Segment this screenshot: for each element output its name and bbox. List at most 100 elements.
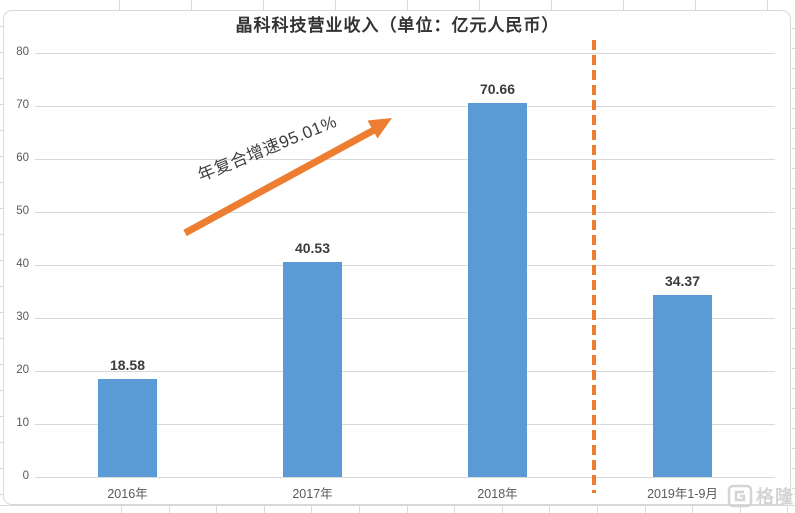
watermark-text: 格隆汇	[756, 487, 795, 507]
spreadsheet-gridline-stub	[502, 506, 503, 513]
spreadsheet-gridline-stub	[549, 506, 550, 513]
x-axis-label: 2018年	[477, 487, 518, 501]
bar-2017年	[283, 262, 342, 477]
spreadsheet-gridline-stub	[792, 128, 795, 129]
spreadsheet-gridline-stub	[454, 506, 455, 513]
y-tick-label: 10	[16, 417, 29, 429]
spreadsheet-gridline-stub	[0, 312, 3, 313]
x-axis-label: 2016年	[107, 487, 148, 501]
y-tick-label: 80	[16, 46, 29, 58]
spreadsheet-gridline-stub	[792, 208, 795, 209]
spreadsheet-gridline-stub	[792, 248, 795, 249]
spreadsheet-gridline-stub	[264, 506, 265, 513]
spreadsheet-gridline-stub	[0, 494, 3, 495]
spreadsheet-gridline-stub	[0, 390, 3, 391]
spreadsheet-gridline-stub	[792, 288, 795, 289]
bar-2016年	[98, 378, 157, 477]
spreadsheet-gridline-stub	[0, 130, 3, 131]
spreadsheet-gridline-stub	[792, 428, 795, 429]
spreadsheet-gridline-stub	[792, 88, 795, 89]
gridline-y-50	[35, 212, 775, 213]
spreadsheet-gridline-stub	[311, 506, 312, 513]
gridline-y-80	[35, 53, 775, 54]
spreadsheet-gridline-stub	[169, 506, 170, 513]
bar-value-label: 70.66	[479, 80, 516, 97]
spreadsheet-gridline-stub	[792, 328, 795, 329]
spreadsheet-gridline-stub	[0, 156, 3, 157]
gridline-y-0	[35, 477, 775, 478]
gridline-y-60	[35, 159, 775, 160]
spreadsheet-gridline-stub	[792, 388, 795, 389]
y-tick-label: 20	[16, 364, 29, 376]
spreadsheet-gridline-stub	[0, 52, 3, 53]
gelonghui-watermark: 格隆汇	[727, 483, 795, 509]
spreadsheet-gridline-stub	[792, 468, 795, 469]
y-tick-label: 60	[16, 152, 29, 164]
gridline-y-10	[35, 424, 775, 425]
spreadsheet-gridline-stub	[597, 506, 598, 513]
spreadsheet-gridline-stub	[792, 408, 795, 409]
spreadsheet-gridline-stub	[191, 0, 192, 10]
gridline-y-70	[35, 106, 775, 107]
gelonghui-g-icon	[727, 484, 753, 508]
spreadsheet-gridline-stub	[792, 228, 795, 229]
spreadsheet-gridline-stub	[767, 0, 768, 10]
spreadsheet-gridline-stub	[0, 286, 3, 287]
spreadsheet-gridline-stub	[740, 506, 741, 513]
spreadsheet-gridline-stub	[0, 442, 3, 443]
spreadsheet-gridline-stub	[623, 0, 624, 10]
spreadsheet-gridline-stub	[0, 468, 3, 469]
spreadsheet-gridline-stub	[792, 348, 795, 349]
y-tick-label: 0	[22, 470, 29, 482]
x-axis-label: 2017年	[292, 487, 333, 501]
spreadsheet-gridline-stub	[0, 104, 3, 105]
spreadsheet-gridline-stub	[263, 0, 264, 10]
spreadsheet-gridline-stub	[0, 208, 3, 209]
spreadsheet-gridline-stub	[792, 68, 795, 69]
bar-value-label: 34.37	[664, 272, 701, 289]
spreadsheet-gridline-stub	[792, 368, 795, 369]
spreadsheet-gridline-stub	[0, 182, 3, 183]
spreadsheet-gridline-stub	[407, 506, 408, 513]
spreadsheet-gridline-stub	[0, 78, 3, 79]
spreadsheet-gridline-stub	[692, 506, 693, 513]
bar-2019年1-9月	[653, 294, 712, 477]
x-axis-label: 2019年1-9月	[647, 487, 718, 501]
y-tick-label: 50	[16, 205, 29, 217]
spreadsheet-gridline-stub	[792, 308, 795, 309]
spreadsheet-gridline-stub	[407, 0, 408, 10]
spreadsheet-gridline-stub	[792, 268, 795, 269]
spreadsheet-gridline-stub	[792, 108, 795, 109]
spreadsheet-gridline-stub	[0, 338, 3, 339]
spreadsheet-gridline-stub	[792, 448, 795, 449]
gridline-y-30	[35, 318, 775, 319]
spreadsheet-gridline-stub	[0, 416, 3, 417]
spreadsheet-gridline-stub	[695, 0, 696, 10]
spreadsheet-gridline-stub	[645, 506, 646, 513]
bar-2018年	[468, 102, 527, 477]
spreadsheet-gridline-stub	[335, 0, 336, 10]
spreadsheet-gridline-stub	[121, 506, 122, 513]
spreadsheet-gridline-stub	[359, 506, 360, 513]
spreadsheet-gridline-stub	[792, 488, 795, 489]
y-tick-label: 40	[16, 258, 29, 270]
gridline-y-20	[35, 371, 775, 372]
spreadsheet-gridline-stub	[0, 234, 3, 235]
period-divider-dashed-line	[592, 40, 596, 493]
spreadsheet-gridline-stub	[551, 0, 552, 10]
spreadsheet-gridline-stub	[0, 260, 3, 261]
spreadsheet-gridline-stub	[792, 148, 795, 149]
gridline-y-40	[35, 265, 775, 266]
spreadsheet-gridline-stub	[479, 0, 480, 10]
spreadsheet-gridline-stub	[0, 26, 3, 27]
spreadsheet-gridline-stub	[792, 168, 795, 169]
spreadsheet-gridline-stub	[216, 506, 217, 513]
spreadsheet-gridline-stub	[0, 364, 3, 365]
chart-title: 晶科科技营业收入（单位：亿元人民币）	[235, 16, 560, 35]
spreadsheet-gridline-stub	[787, 506, 788, 513]
bar-value-label: 40.53	[294, 240, 331, 257]
spreadsheet-gridline-stub	[792, 28, 795, 29]
spreadsheet-row-line	[0, 505, 795, 506]
bar-value-label: 18.58	[109, 356, 146, 373]
spreadsheet-gridline-stub	[119, 0, 120, 10]
